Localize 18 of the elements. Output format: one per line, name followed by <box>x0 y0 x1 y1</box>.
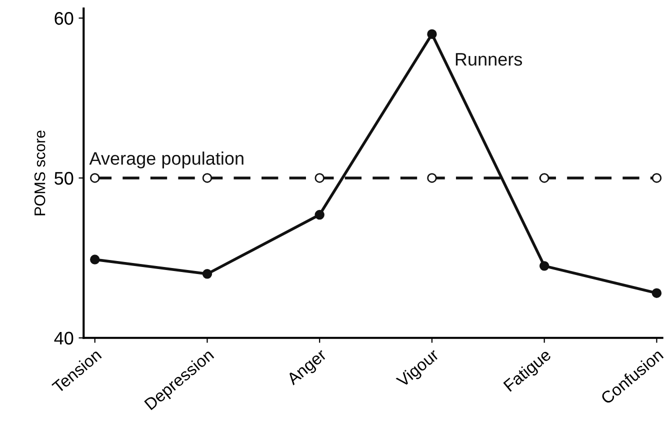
point <box>90 254 100 264</box>
series-label: Average population <box>89 152 244 168</box>
point <box>202 173 212 183</box>
point <box>539 173 550 183</box>
y-tick-label: 50 <box>54 172 74 185</box>
point <box>90 173 100 183</box>
point <box>539 261 550 271</box>
y-tick-label: 40 <box>54 332 74 345</box>
point <box>314 173 324 183</box>
y-axis-title: POMS score <box>34 130 46 216</box>
y-tick-label: 60 <box>54 12 74 25</box>
point <box>427 173 437 183</box>
series-label: Runners <box>456 53 522 66</box>
point <box>314 210 324 220</box>
point <box>652 173 662 183</box>
point <box>202 269 212 279</box>
point <box>652 288 662 298</box>
point <box>427 29 437 39</box>
